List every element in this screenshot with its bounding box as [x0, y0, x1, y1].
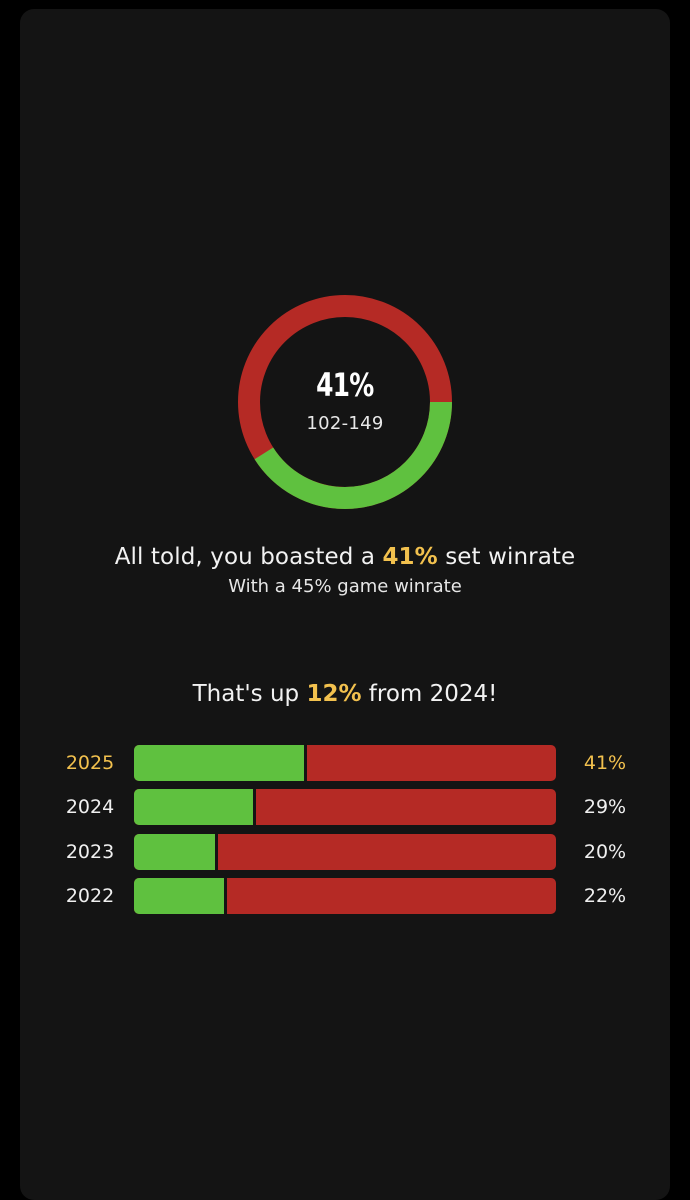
stats-card: [20, 9, 670, 1200]
year-winrate: 22%: [583, 885, 627, 907]
donut-svg: [238, 295, 452, 509]
year-row: 2023 20%: [0, 834, 690, 870]
winrate-bar: [134, 789, 556, 825]
winrate-bar: [134, 878, 556, 914]
year-winrate: 29%: [583, 796, 627, 818]
headline-prefix: All told, you boasted a: [114, 544, 383, 570]
year-row: 2024 29%: [0, 789, 690, 825]
year-winrate: 20%: [583, 841, 627, 863]
winrate-bar-win: [134, 789, 257, 825]
year-comparison-heading: That's up 12% from 2024!: [0, 681, 690, 707]
compare-suffix: from 2024!: [361, 681, 498, 707]
year-label: 2025: [65, 752, 115, 774]
winrate-bar-win: [134, 878, 227, 914]
donut-record: 102-149: [306, 412, 384, 434]
year-label: 2022: [65, 885, 115, 907]
winrate-headline: All told, you boasted a 41% set winrate: [0, 544, 690, 570]
year-row: 2022 22%: [0, 878, 690, 914]
year-label: 2024: [65, 796, 115, 818]
winrate-bar-win: [134, 834, 219, 870]
donut-win-arc: [238, 295, 452, 509]
winrate-donut: 41% 102-149: [238, 295, 452, 509]
year-label: 2023: [65, 841, 115, 863]
winrate-bar: [134, 834, 556, 870]
headline-value: 41%: [382, 544, 438, 570]
game-winrate-subline: With a 45% game winrate: [228, 576, 462, 597]
winrate-bar: [134, 745, 556, 781]
winrate-bar-win: [134, 745, 308, 781]
donut-winrate: 41%: [316, 365, 374, 404]
year-winrate: 41%: [583, 752, 627, 774]
compare-prefix: That's up: [192, 681, 307, 707]
donut-center: 41% 102-149: [238, 295, 452, 509]
headline-suffix: set winrate: [437, 544, 576, 570]
compare-value: 12%: [306, 681, 362, 707]
year-row: 2025 41%: [0, 745, 690, 781]
